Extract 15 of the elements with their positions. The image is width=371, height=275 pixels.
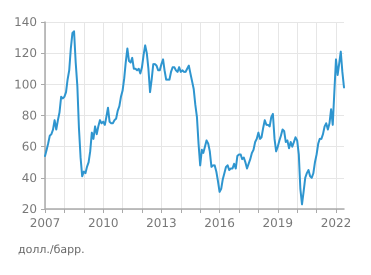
x-tick-label: 2010 [88, 216, 118, 230]
x-tick-label: 2016 [204, 216, 235, 230]
y-tick-label: 140 [14, 15, 37, 29]
y-tick-label: 80 [22, 108, 37, 122]
y-tick-label: 20 [22, 202, 37, 216]
x-tick-label: 2007 [30, 216, 60, 230]
x-tick-label: 2013 [146, 216, 177, 230]
y-tick-label: 120 [14, 46, 37, 60]
y-tick-label: 60 [22, 140, 37, 154]
x-tick-label: 2022 [320, 216, 352, 230]
line-series [44, 30, 345, 206]
x-tick-label: 2019 [262, 216, 294, 230]
y-tick-label: 100 [14, 77, 37, 92]
text: долл./барр. [18, 243, 85, 256]
y-tick-label: 40 [22, 170, 37, 185]
